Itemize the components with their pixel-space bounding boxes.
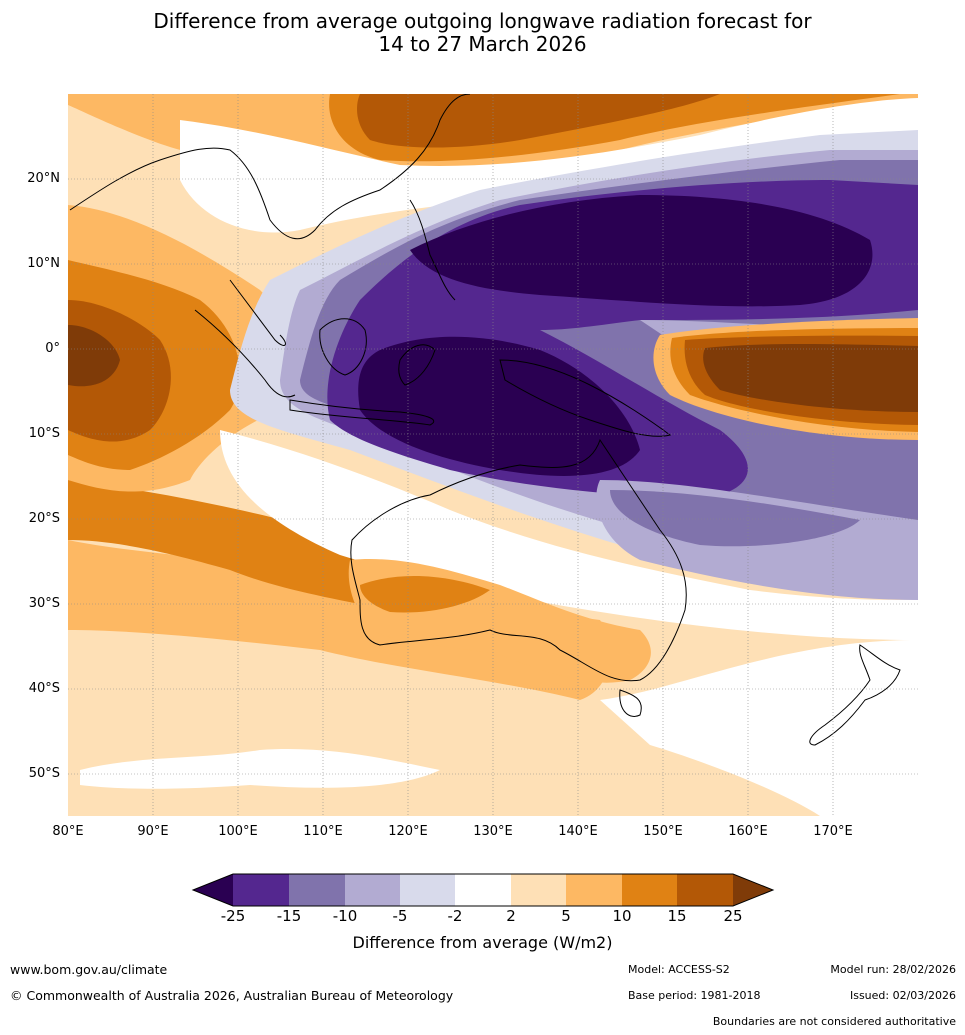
colorbar-label-25: 25 <box>723 907 743 925</box>
lon-label-130e: 130°E <box>473 824 513 839</box>
lon-label-90e: 90°E <box>137 824 169 839</box>
contour-neutral-south <box>80 749 440 789</box>
lon-label-140e: 140°E <box>558 824 598 839</box>
colorbar-label-15: 15 <box>667 907 687 925</box>
contour-ge25-indian <box>68 325 120 387</box>
lat-label-10n: 10°N <box>27 256 60 271</box>
new-guinea-outline <box>499 359 672 437</box>
lat-label-40s: 40°S <box>28 681 60 696</box>
lon-label-150e: 150°E <box>643 824 683 839</box>
contour-australia-strong <box>360 575 490 613</box>
boundaries-disclaimer: Boundaries are not considered authoritat… <box>712 1015 956 1028</box>
colorbar-bin-2-5 <box>511 874 566 906</box>
title-line-2: 14 to 27 March 2026 <box>378 32 587 56</box>
contour-ge25-pacific <box>703 344 918 412</box>
lat-label-50s: 50°S <box>28 766 60 781</box>
lon-label-110e: 110°E <box>303 824 343 839</box>
colorbar-title: Difference from average (W/m2) <box>352 933 613 952</box>
colorbar-label-neg2: -2 <box>447 907 463 925</box>
contour-neutral-southeast <box>600 640 918 816</box>
colorbar-label-2: 2 <box>506 907 516 925</box>
sumatra-outline <box>194 309 296 398</box>
new-zealand-outline <box>809 644 901 746</box>
contour-le-25-pacific <box>410 195 873 307</box>
sulawesi-outline <box>398 344 436 386</box>
chart-title: Difference from average outgoing longwav… <box>0 10 965 56</box>
lon-label-160e: 160°E <box>728 824 768 839</box>
lat-label-equator: 0° <box>45 341 60 356</box>
colorbar-bin-5-10 <box>566 874 622 906</box>
lat-label-20n: 20°N <box>27 171 60 186</box>
java-outline <box>289 399 435 426</box>
colorbar-bin-neg2-2 <box>455 874 511 906</box>
lat-label-10s: 10°S <box>28 426 60 441</box>
base-period: Base period: 1981-2018 <box>628 989 761 1002</box>
model-run-date: Model run: 28/02/2026 <box>830 963 956 976</box>
model-name: Model: ACCESS-S2 <box>628 963 730 976</box>
colorbar-extend-low <box>193 874 233 906</box>
australia-outline <box>350 438 687 682</box>
contour-neutral-south-band <box>220 430 918 640</box>
lon-label-80e: 80°E <box>52 824 84 839</box>
contour-le-25-maritime <box>358 336 640 476</box>
colorbar-label-neg15: -15 <box>276 907 302 925</box>
copyright-text: © Commonwealth of Australia 2026, Austra… <box>10 988 454 1003</box>
lon-label-170e: 170°E <box>813 824 853 839</box>
colorbar-bin-neg25-neg15 <box>233 874 289 906</box>
contour-neutral-north <box>180 98 918 233</box>
website-link[interactable]: www.bom.gov.au/climate <box>10 962 168 977</box>
contour-neg10-15-southeast <box>610 490 860 547</box>
colorbar-label-neg25: -25 <box>220 907 246 925</box>
colorbar-bin-neg10-neg5 <box>345 874 400 906</box>
title-line-1: Difference from average outgoing longwav… <box>153 9 812 33</box>
lon-label-120e: 120°E <box>388 824 428 839</box>
lon-label-100e: 100°E <box>218 824 258 839</box>
tasmania-outline <box>619 689 642 717</box>
anomaly-field <box>68 94 918 816</box>
colorbar-label-5: 5 <box>561 907 571 925</box>
colorbar-bin-neg15-neg10 <box>289 874 345 906</box>
colorbar-label-neg10: -10 <box>332 907 358 925</box>
lat-label-30s: 30°S <box>28 596 60 611</box>
philippines-outline <box>409 199 456 301</box>
lat-label-20s: 20°S <box>28 511 60 526</box>
colorbar-label-10: 10 <box>612 907 632 925</box>
colorbar-outline <box>191 873 775 907</box>
graticule <box>68 94 918 816</box>
issued-date: Issued: 02/03/2026 <box>849 989 956 1002</box>
contour-5-10-southern <box>68 540 611 700</box>
colorbar-bin-neg5-neg2 <box>400 874 455 906</box>
colorbar-extend-high <box>733 874 773 906</box>
coastlines <box>69 94 901 746</box>
borneo-outline <box>319 318 367 376</box>
colorbar-label-neg5: -5 <box>392 907 408 925</box>
colorbar <box>191 873 775 907</box>
colorbar-bin-15-25 <box>677 874 733 906</box>
colorbar-bin-10-15 <box>622 874 677 906</box>
malay-peninsula-outline <box>229 279 286 346</box>
asia-mainland-outline <box>69 94 471 240</box>
